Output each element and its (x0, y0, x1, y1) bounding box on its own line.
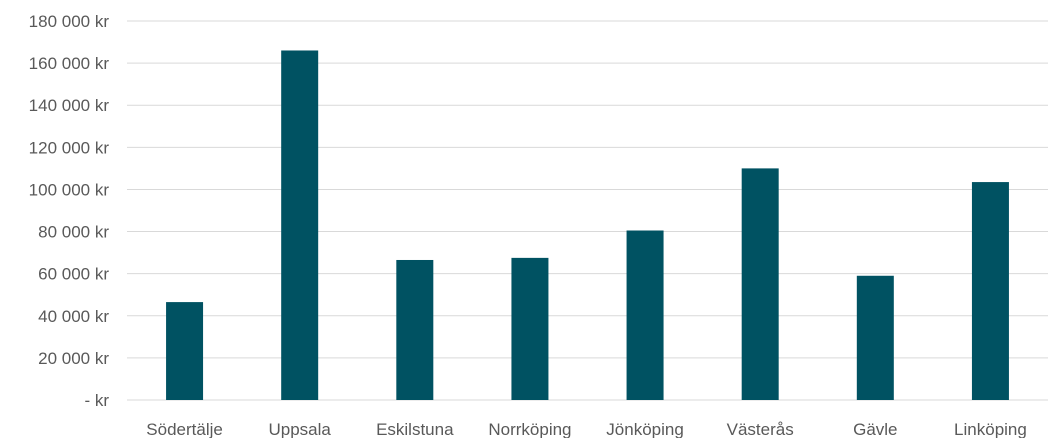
bar-gävle (856, 275, 894, 400)
y-tick-label: 20 000 kr (38, 349, 109, 368)
x-category-label: Gävle (853, 420, 897, 438)
bar-linköping (971, 182, 1009, 400)
x-category-label: Västerås (727, 420, 794, 438)
y-tick-label: - kr (84, 391, 109, 410)
x-category-label: Uppsala (269, 420, 332, 438)
bar-västerås (741, 168, 779, 400)
bar-norrköping (511, 257, 549, 400)
y-tick-label: 40 000 kr (38, 307, 109, 326)
y-axis-tick-labels: - kr 20 000 kr 40 000 kr 60 000 kr 80 000 kr… (29, 12, 110, 410)
x-category-label: Södertälje (146, 420, 223, 438)
x-category-label: Eskilstuna (376, 420, 454, 438)
y-tick-label: 120 000 kr (29, 138, 110, 157)
x-category-label: Norrköping (488, 420, 571, 438)
gridlines (127, 20, 1048, 401)
x-axis-category-labels: Södertälje Uppsala Eskilstuna Norrköping Jön… (146, 420, 1027, 439)
y-tick-label: 160 000 kr (29, 54, 110, 73)
y-tick-label: 140 000 kr (29, 96, 110, 115)
y-tick-label: 60 000 kr (38, 265, 109, 284)
x-category-label: Jönköping (606, 420, 684, 438)
bar-uppsala (281, 50, 319, 400)
y-tick-label: 180 000 kr (29, 12, 110, 31)
x-category-label: Linköping (954, 420, 1027, 438)
bar-jönköping (626, 230, 664, 400)
y-tick-label: 100 000 kr (29, 180, 110, 199)
y-tick-label: 80 000 kr (38, 223, 109, 242)
bars (166, 50, 1009, 400)
bar-eskilstuna (396, 259, 434, 400)
bar-södertälje (166, 302, 204, 400)
